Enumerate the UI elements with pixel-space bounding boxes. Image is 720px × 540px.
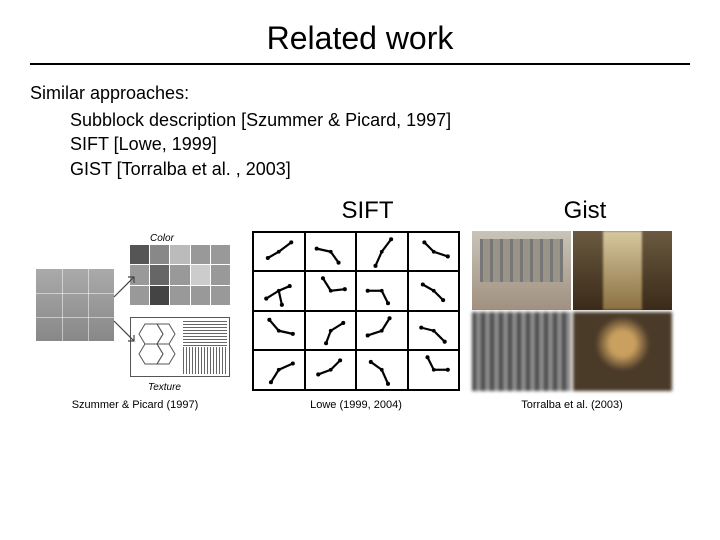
sift-cell (305, 350, 357, 390)
intro-text: Similar approaches: (30, 83, 690, 104)
input-photo-grid (36, 269, 114, 341)
texture-lines-icon (183, 320, 227, 374)
sift-cell (408, 311, 460, 351)
title-rule (30, 63, 690, 65)
bullet-item: GIST [Torralba et al. , 2003] (70, 157, 690, 181)
sift-cell (408, 271, 460, 311)
figure-caption: Szummer & Picard (1997) (72, 399, 199, 411)
szummer-diagram: Color (30, 231, 240, 391)
texture-subblocks (130, 317, 230, 377)
figures-row: Color (30, 231, 690, 411)
sift-cell (305, 271, 357, 311)
figure-caption: Lowe (1999, 2004) (310, 399, 402, 411)
gist-photo-corridor (573, 231, 672, 310)
figure-gist: Torralba et al. (2003) (472, 231, 672, 411)
slide-title: Related work (30, 20, 690, 57)
figure-sift: Lowe (1999, 2004) (252, 231, 460, 411)
gist-column-label: Gist (480, 197, 690, 225)
color-label: Color (150, 233, 174, 244)
sift-cell (408, 232, 460, 272)
figure-caption: Torralba et al. (2003) (521, 399, 623, 411)
hexagon-icon (133, 320, 181, 366)
sift-cell (408, 350, 460, 390)
bullet-item: SIFT [Lowe, 1999] (70, 132, 690, 156)
sift-cell (356, 271, 408, 311)
gist-quad (472, 231, 672, 391)
sift-cell (305, 311, 357, 351)
texture-label: Texture (148, 382, 181, 393)
sift-cell (305, 232, 357, 272)
sift-column-label: SIFT (255, 197, 480, 225)
gist-descriptor-building (472, 312, 571, 391)
gist-descriptor-corridor (573, 312, 672, 391)
arrow-icon (110, 317, 140, 347)
sift-cell (253, 311, 305, 351)
bullet-list: Subblock description [Szummer & Picard, … (70, 108, 690, 181)
sift-cell (253, 232, 305, 272)
sift-cell (356, 350, 408, 390)
column-labels: SIFT Gist (30, 197, 690, 225)
bullet-item: Subblock description [Szummer & Picard, … (70, 108, 690, 132)
sift-cell (356, 232, 408, 272)
sift-cell (253, 350, 305, 390)
sift-grid (252, 231, 460, 391)
color-subblocks (130, 245, 230, 305)
arrow-icon (110, 271, 140, 301)
sift-cell (356, 311, 408, 351)
figure-szummer: Color (30, 231, 240, 411)
sift-cell (253, 271, 305, 311)
gist-photo-building (472, 231, 571, 310)
